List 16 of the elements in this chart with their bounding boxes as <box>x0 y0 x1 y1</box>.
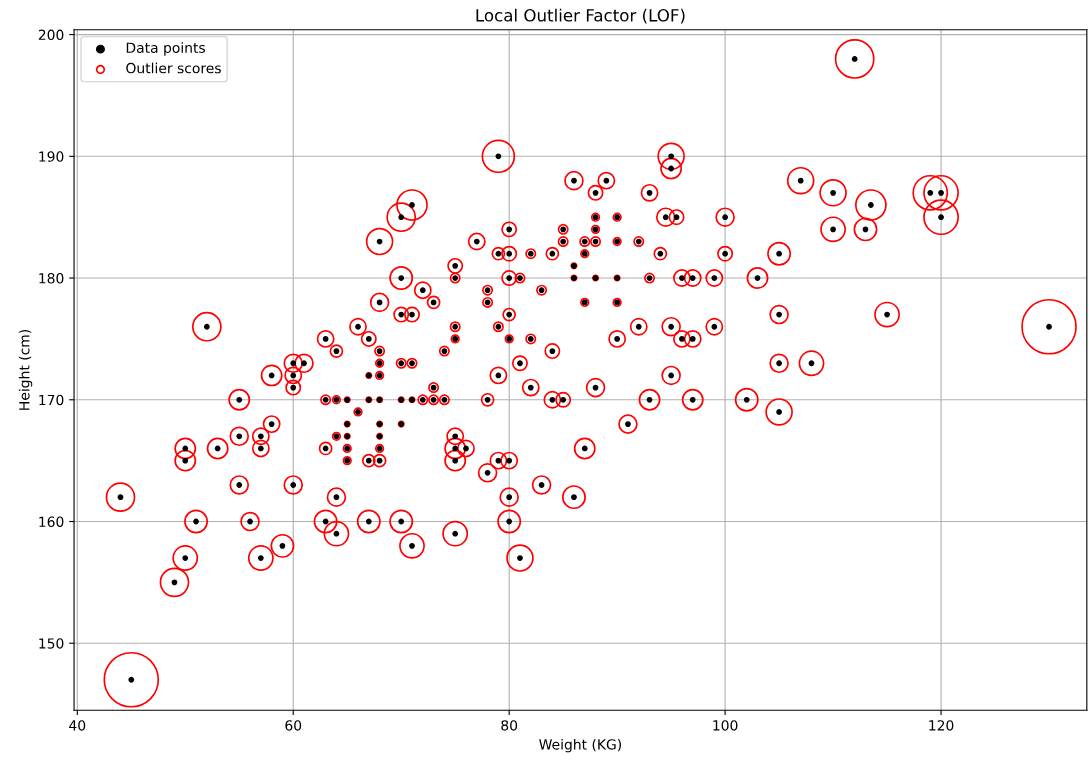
y-tick-label: 150 <box>39 638 64 649</box>
chart-title: Local Outlier Factor (LOF) <box>476 8 685 24</box>
x-tick-label: 120 <box>929 720 954 731</box>
x-axis-title: Weight (KG) <box>539 738 621 753</box>
y-tick-label: 190 <box>39 151 64 162</box>
y-axis-title: Height (cm) <box>18 329 33 410</box>
legend-label: Data points <box>126 42 205 56</box>
y-tick-label: 180 <box>39 273 64 284</box>
x-tick-label: 80 <box>501 720 518 731</box>
x-tick-label: 40 <box>69 720 86 731</box>
y-tick-label: 200 <box>38 29 64 41</box>
legend-label: Outlier scores <box>126 62 221 74</box>
y-tick-label: 160 <box>39 516 64 527</box>
x-tick-label: 60 <box>285 720 302 731</box>
x-tick-label: 100 <box>713 720 738 731</box>
y-tick-label: 170 <box>39 394 64 406</box>
